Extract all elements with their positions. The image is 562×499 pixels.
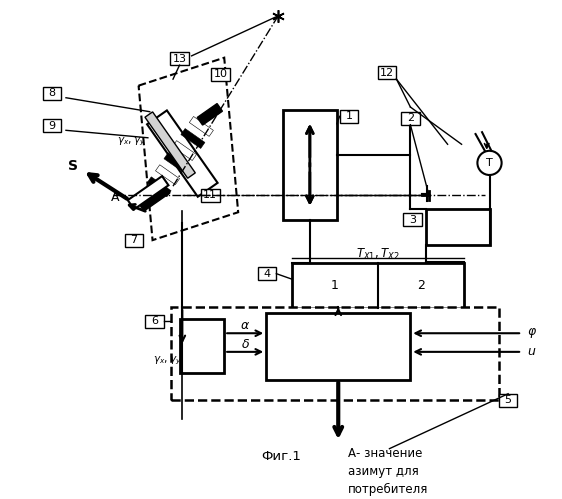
- Text: $\varphi$: $\varphi$: [527, 326, 537, 340]
- Bar: [378, 66, 396, 79]
- Bar: [292, 263, 464, 308]
- Bar: [170, 52, 189, 65]
- Text: 8: 8: [48, 88, 56, 98]
- Text: $T_{X1}, T_{X2}$: $T_{X1}, T_{X2}$: [356, 247, 400, 261]
- Text: 7: 7: [130, 235, 138, 245]
- Polygon shape: [145, 112, 196, 178]
- Polygon shape: [173, 141, 197, 161]
- Polygon shape: [128, 176, 169, 209]
- Polygon shape: [164, 153, 188, 173]
- Text: 10: 10: [214, 69, 228, 79]
- Text: 2: 2: [416, 279, 424, 292]
- Text: 12: 12: [380, 67, 394, 78]
- Text: $\delta$: $\delta$: [241, 338, 250, 351]
- Text: A: A: [111, 191, 120, 204]
- Text: S: S: [69, 159, 79, 173]
- Bar: [211, 68, 230, 81]
- Bar: [401, 112, 420, 125]
- Text: $\gamma_x, \gamma_y$: $\gamma_x, \gamma_y$: [152, 355, 181, 367]
- Polygon shape: [181, 129, 205, 149]
- Bar: [403, 213, 422, 226]
- Bar: [499, 394, 518, 407]
- Text: 3: 3: [409, 215, 416, 225]
- Text: Фиг.1: Фиг.1: [261, 450, 301, 463]
- Circle shape: [477, 151, 502, 175]
- Text: $\alpha$: $\alpha$: [240, 319, 250, 332]
- Text: А- значение
азимут для
потребителя: А- значение азимут для потребителя: [347, 447, 428, 496]
- Bar: [145, 315, 164, 328]
- Text: 2: 2: [407, 113, 414, 123]
- Polygon shape: [147, 177, 171, 197]
- Text: $\gamma_x, \gamma_y$: $\gamma_x, \gamma_y$: [117, 135, 146, 148]
- Text: T: T: [486, 158, 493, 168]
- Bar: [339, 110, 358, 123]
- Text: 5: 5: [505, 395, 511, 405]
- Bar: [43, 86, 61, 100]
- Bar: [171, 307, 499, 400]
- Bar: [426, 210, 490, 245]
- Text: 4: 4: [264, 268, 270, 278]
- Polygon shape: [189, 116, 214, 136]
- Bar: [201, 189, 220, 202]
- Text: 6: 6: [151, 316, 158, 326]
- Bar: [258, 267, 277, 280]
- Text: 1: 1: [331, 279, 339, 292]
- Text: 13: 13: [173, 54, 187, 64]
- Text: 9: 9: [48, 121, 56, 131]
- Polygon shape: [156, 165, 180, 185]
- Polygon shape: [135, 181, 170, 211]
- Text: 1: 1: [346, 111, 352, 121]
- Bar: [179, 319, 224, 373]
- Text: 11: 11: [203, 191, 217, 201]
- Bar: [266, 313, 410, 380]
- Bar: [283, 110, 337, 220]
- Polygon shape: [197, 104, 223, 125]
- Text: $u$: $u$: [527, 345, 536, 358]
- Bar: [43, 119, 61, 132]
- Bar: [125, 234, 143, 247]
